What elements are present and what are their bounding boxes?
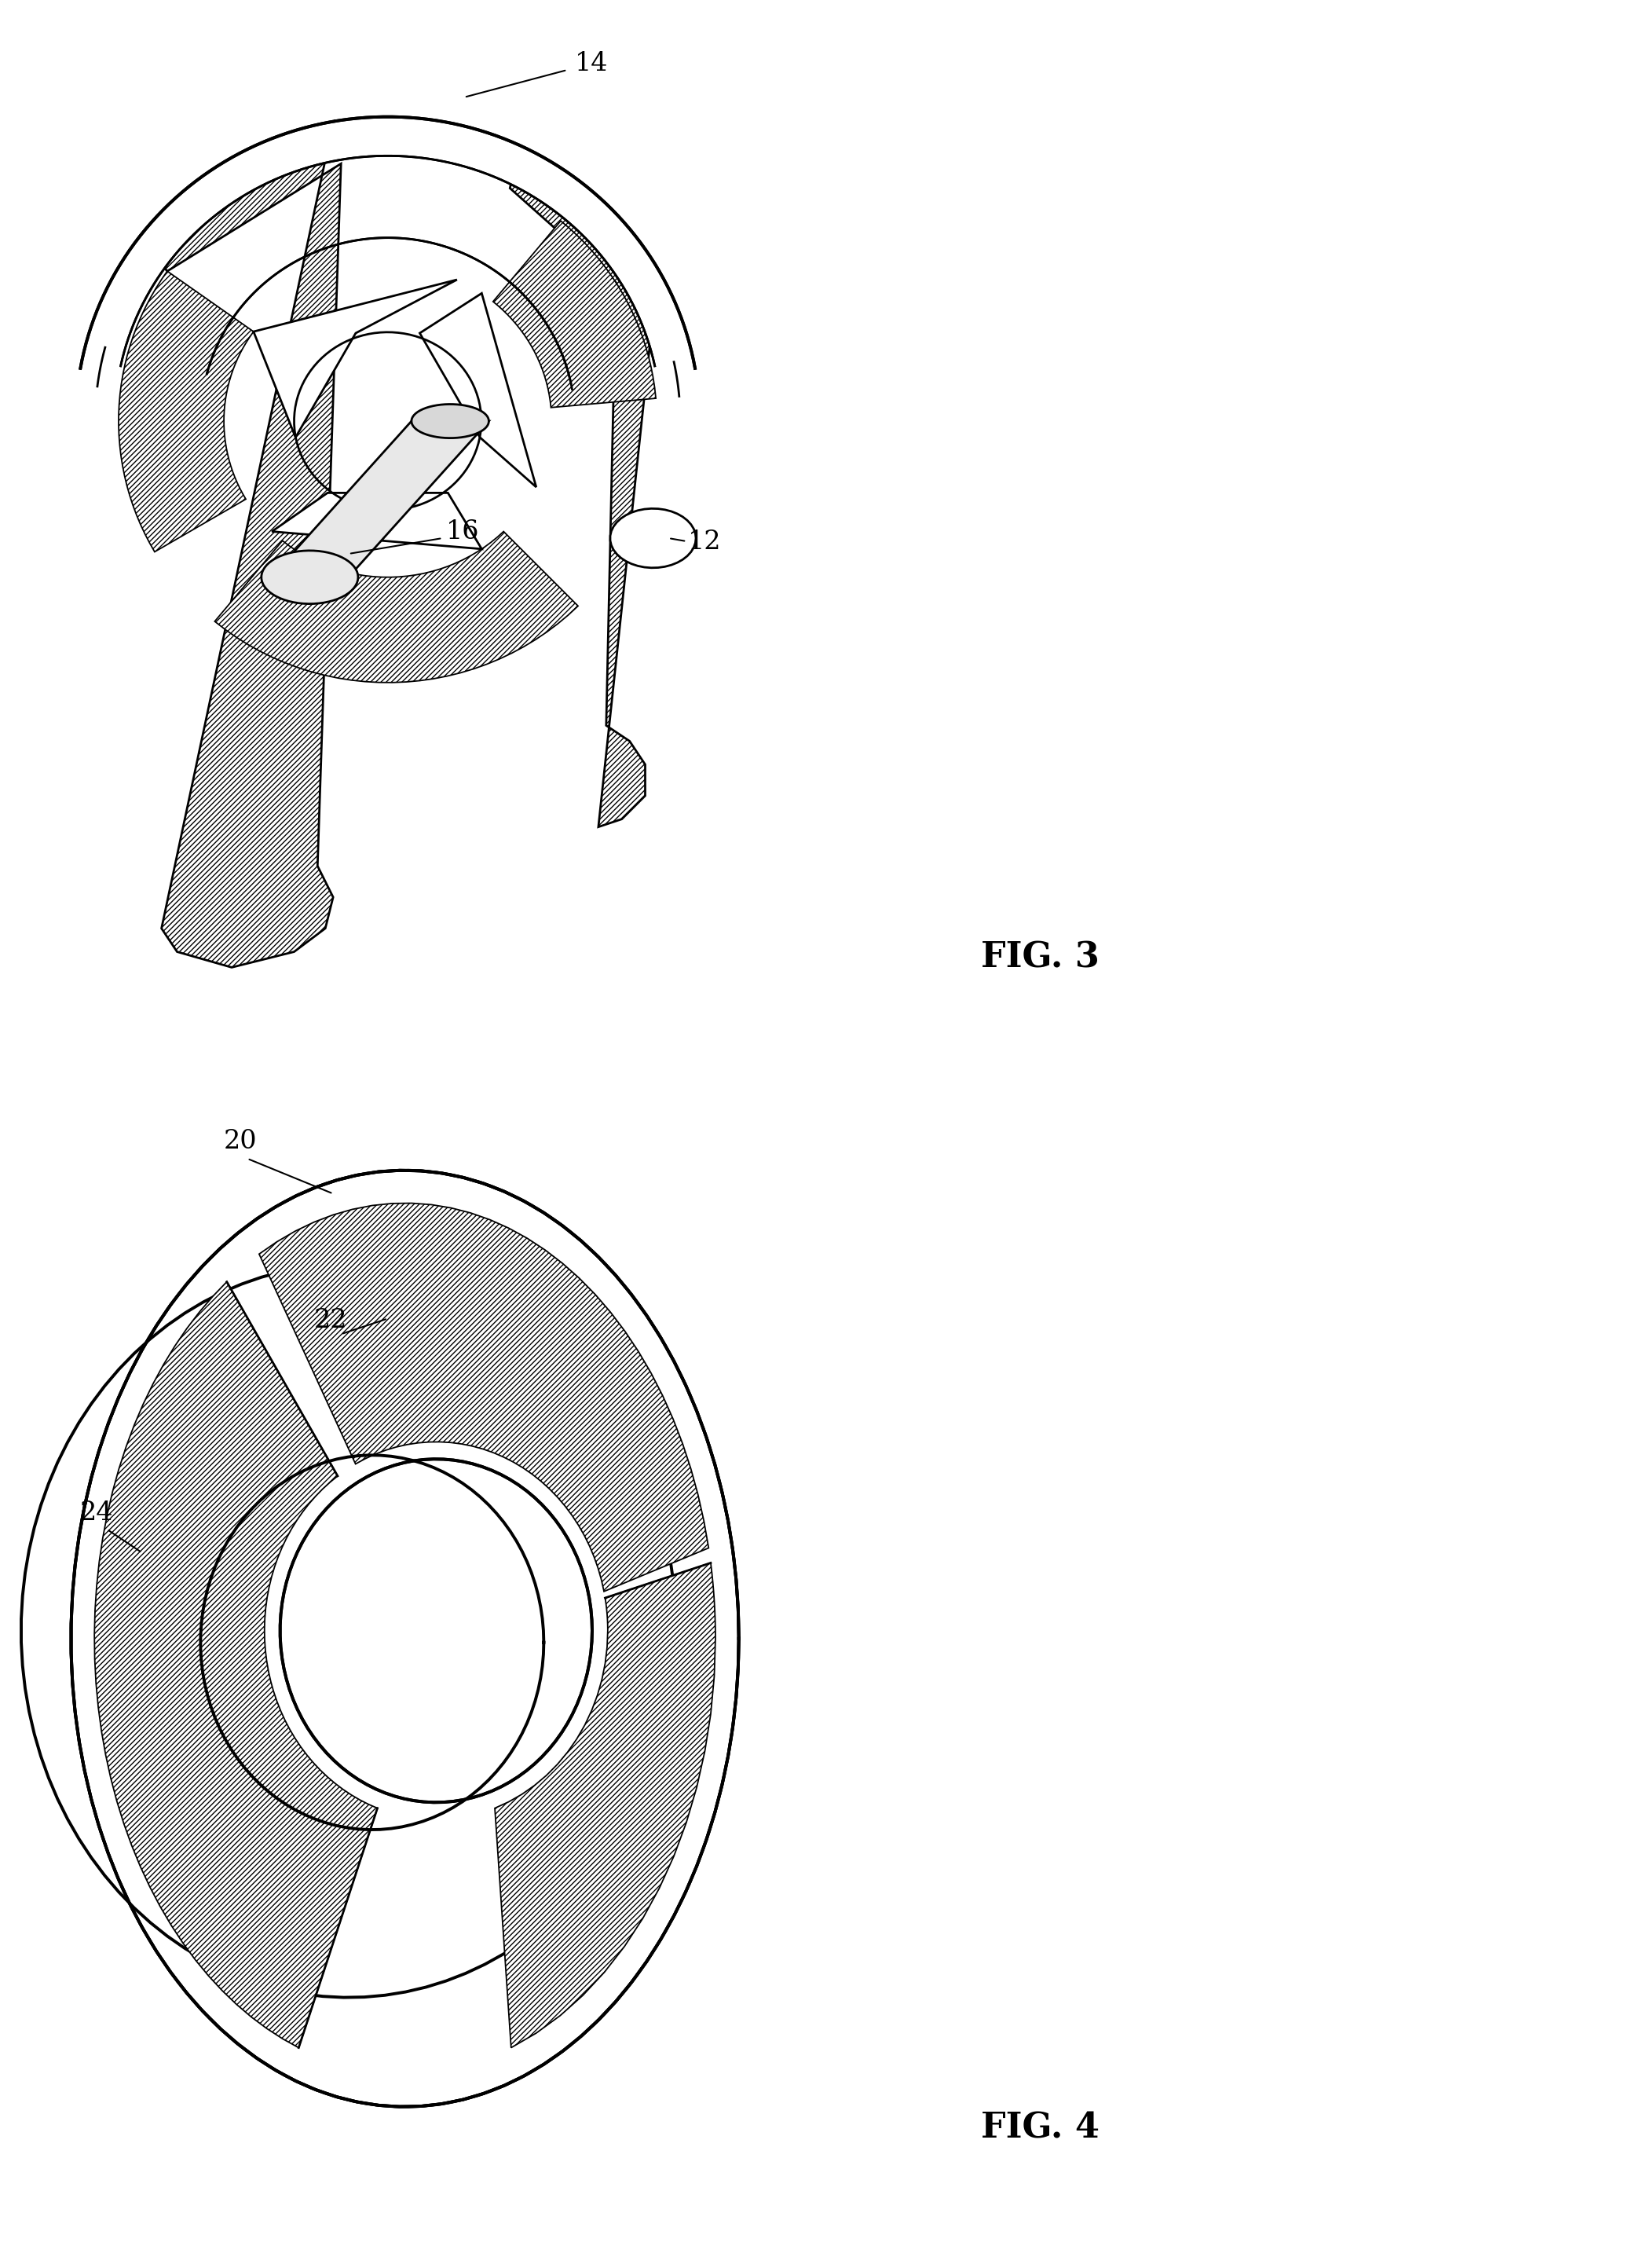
Polygon shape bbox=[495, 1563, 715, 2048]
Polygon shape bbox=[261, 551, 358, 603]
Polygon shape bbox=[271, 492, 481, 549]
Polygon shape bbox=[253, 279, 457, 438]
Polygon shape bbox=[493, 220, 656, 408]
Polygon shape bbox=[509, 145, 657, 828]
Polygon shape bbox=[81, 118, 695, 374]
Text: 20: 20 bbox=[223, 1129, 258, 1154]
Polygon shape bbox=[71, 1170, 739, 2107]
Polygon shape bbox=[215, 531, 578, 683]
Polygon shape bbox=[260, 1202, 708, 1592]
Polygon shape bbox=[138, 122, 342, 968]
Polygon shape bbox=[94, 1281, 378, 2048]
Polygon shape bbox=[411, 404, 490, 438]
Text: 14: 14 bbox=[575, 52, 608, 77]
Text: 12: 12 bbox=[688, 528, 721, 556]
Polygon shape bbox=[610, 508, 697, 567]
Polygon shape bbox=[118, 272, 253, 551]
Polygon shape bbox=[271, 422, 490, 576]
Text: FIG. 4: FIG. 4 bbox=[981, 2112, 1099, 2146]
Text: FIG. 3: FIG. 3 bbox=[981, 941, 1099, 975]
Text: 24: 24 bbox=[79, 1499, 113, 1526]
Polygon shape bbox=[419, 293, 536, 488]
Text: 22: 22 bbox=[314, 1309, 347, 1334]
Text: 16: 16 bbox=[447, 519, 480, 544]
